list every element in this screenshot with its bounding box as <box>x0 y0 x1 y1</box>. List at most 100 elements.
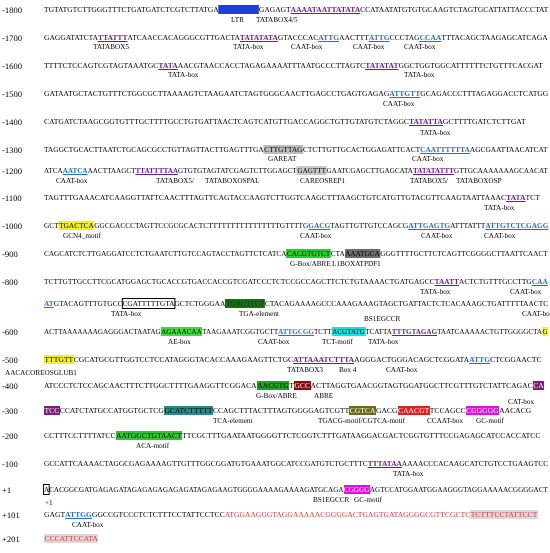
sequence-segment: GAGT <box>44 510 66 519</box>
motif-label: TATA-box <box>420 129 451 137</box>
motif-label: TATA-box <box>404 71 435 79</box>
motif-label: GCN4_motif <box>63 232 101 240</box>
position-label: -1600 <box>2 61 23 71</box>
motif-label: CAAT-box <box>484 232 516 240</box>
motif-label: TATABOX5/ <box>156 177 194 185</box>
sequence-line: ATGTACAGTTTGTGCCCGATTTTTGTAGCTCTGGGAATGA… <box>44 298 548 309</box>
sequence-segment: CTACAGAAAAGCCCAAAGAAAGTAGCTGATTACTCTCACA… <box>264 299 549 308</box>
position-label: -1400 <box>2 117 23 127</box>
sequence-segment: GGCTGGTGGCATTTTTTCTGTTTCACGAT <box>398 61 543 70</box>
motif-label: GC-motif <box>476 417 504 425</box>
sequence-line: TAGTTTGAAACATCAAGGTTATTCAACTTTAGTTCAGTAC… <box>44 193 548 202</box>
sequence-line: TTTTCTCCAGTCGTAGTAAATGCTATAAACGTAACCACCT… <box>44 61 548 70</box>
sequence-line: ATCAAATCAAACTTAAGCTTTATTTTAAGTGTGTAGTATC… <box>44 166 548 175</box>
sequence-segment: AAAACCCACAAGCATCTGTCCTGAAGTCC <box>401 459 549 468</box>
motif-caat: ATTG <box>318 33 340 42</box>
sequence-segment: CTA <box>330 249 345 258</box>
sequence-segment: TCTTGTTGCCTTCGCATGGAGCTGCACCGTGACCACCGTC… <box>44 277 435 286</box>
sequence-segment: TTTACAGCTAAGAGCATCAGA <box>441 33 548 42</box>
sequence-segment: CAGCATCTCTTGAGGATCCTCTGAATCTTGTCCAGTACCT… <box>44 249 287 258</box>
motif-caat: AT <box>44 299 54 308</box>
motif-label: CAT-box <box>508 398 535 406</box>
sequence-line: ATCCCTCTCCAGCAACTTTCTTGGCTTTTGAAGGTTCGGA… <box>44 381 548 390</box>
sequence-line: GATAATGCTACTGTTTCTGGCGCTTAAAAGTCTAAGAATC… <box>44 89 548 98</box>
sequence-segment: AACGTAACCACCTAGAGAAAATTTAATGCCCTTAGTC <box>177 61 366 70</box>
sequence-line: CCTTTCCTTTTATCCAATGGCTGTAACTTTCGCTTTGAAT… <box>44 431 548 440</box>
motif-highlight: TTGATCAC <box>218 5 259 14</box>
motif-tata: TATATATA <box>239 33 278 42</box>
sequence-segment: GCTCTGGGAA <box>174 299 226 308</box>
motif-highlight: TCTTTCCTATTCCT <box>470 510 538 519</box>
motif-label: TGA-element <box>239 310 279 318</box>
motif-highlight: AGAAACAA <box>160 327 203 336</box>
motif-highlight: TTTGTT <box>44 355 74 364</box>
motif-tata: TTTATAA <box>367 459 402 468</box>
motif-tata: TATA <box>506 193 526 202</box>
motif-label: ABRE <box>314 392 334 400</box>
motif-label: G-Box/ABRE <box>256 392 297 400</box>
motif-caat: ATTGAGTG <box>408 221 451 230</box>
motif-label: CAAT-box <box>383 100 415 108</box>
motif-label: CAAT-box <box>56 177 88 185</box>
motif-tata: TTATTTTAA <box>135 166 179 175</box>
position-label: +1 <box>2 485 12 495</box>
motif-caat: ATTG <box>469 355 491 364</box>
sequence-segment: TCATTA <box>365 327 392 336</box>
sequence-segment: GGGTTTTGCTTCTCAGTTCGGGGCTTAATTCAACT <box>380 249 548 258</box>
motif-tata: TAATT <box>434 277 459 286</box>
motif-label: GAREAT <box>268 155 297 163</box>
motif-highlight: TCC <box>44 406 60 415</box>
sequence-segment: GGCGACCCTAGTTCCGCGCACTCTTTTTTTTTTTTTTTTG… <box>94 221 309 230</box>
sequence-segment: TAGTTTGAAACATCAAGGTTATTCAACTTTAGTTCAGTAC… <box>44 193 507 202</box>
motif-highlight: CCCATTCCATA <box>44 534 99 543</box>
sequence-segment: AACTTAAGCT <box>87 166 136 175</box>
motif-highlight: AAATGCA <box>344 249 381 258</box>
sequence-segment: ACTTAGGTGAACGGTAGTGGATGGCTTCGTTTGTCTATTC… <box>310 381 533 390</box>
motif-label: TATABOXOSP <box>456 177 502 185</box>
motif-label: CAAT-box <box>522 310 550 318</box>
sequence-line: CCCATTCCATA <box>44 534 548 543</box>
sequence-line: GAGTATTGGGGCCGTCCCTCTCTTTCCTATTCCTCCATGG… <box>44 510 548 519</box>
motif-label: TCA-element <box>213 417 253 425</box>
motif-highlight: CA <box>532 381 545 390</box>
motif-highlight: AATGGCTGTAACT <box>115 431 183 440</box>
sequence-segment: TAGTTGTTGTCCAGCG <box>330 221 409 230</box>
position-label: -1800 <box>2 5 23 15</box>
motif-tata: AAAATAATTATATA <box>290 5 361 14</box>
sequence-segment: GGCCGTCCCTCTCTTTCCTATTCCTCC <box>91 510 225 519</box>
motif-label: CAAT-box <box>510 288 542 296</box>
motif-highlight: AACGTG <box>256 381 290 390</box>
sequence-segment: ATCCCTCTCCAGCAACTTTCTTGGCTTTTGAAGGTTCGGA… <box>44 381 257 390</box>
sequence-segment: CCATCTATGCCATGGTGCTCG <box>59 406 164 415</box>
position-label: -1200 <box>2 166 23 176</box>
sequence-line: GAGGATATCTATTATTTATCAACCACAGGGCGTTGACTAT… <box>44 33 548 42</box>
motif-highlight: CGGGGG <box>465 406 500 415</box>
sequence-segment: CCTTTCCTTTTATCC <box>44 431 116 440</box>
sequence-segment: GCTTTTGATCTCTTGAT <box>442 117 526 126</box>
motif-highlight: CTTGTTAG <box>263 145 303 154</box>
motif-label: AE-box <box>168 338 191 346</box>
motif-label: CAAT-box <box>353 43 385 51</box>
sequence-line: TGTATGTCTTGGGTTTCTGATGATCTCGTCTTATGATTGA… <box>44 5 548 14</box>
sequence-segment: GAGGATATCTA <box>44 33 99 42</box>
sequence-segment: GTTGCAAAAAAAGCAACAT <box>453 166 548 175</box>
motif-highlight: ACGTATG <box>331 327 366 336</box>
motif-highlight: CACGTGTCT <box>286 249 331 258</box>
motif-tata: TATATATTT <box>412 166 454 175</box>
motif-highlight: GCATCTTTTT <box>163 406 213 415</box>
motif-caat: CAATTTTTTA <box>420 145 470 154</box>
motif-label: TATABOX5/ <box>410 177 448 185</box>
motif-tata: ATTAAATCTTTA <box>293 355 355 364</box>
sequence-line: GCCATTCAAAACTAGGCGAGAAAAGTTGTTTGGCGGATGT… <box>44 459 548 468</box>
sequence-segment: CCCTAG <box>389 33 420 42</box>
motif-label: GC-motif <box>354 496 382 504</box>
sequence-segment: GAATCGAGCTTGAGCATA <box>326 166 413 175</box>
motif-label: LTR <box>231 16 244 24</box>
sequence-line: ACACGGCGATGAGAGATAGAGAGAGAGAGATAGAGAAGTG… <box>42 484 548 495</box>
motif-label: TATA-box <box>368 338 399 346</box>
sequence-segment: CTCGGAACTC <box>490 355 542 364</box>
sequence-segment: TAAGAAATCGGTGCTT <box>202 327 279 336</box>
motif-label: TATA-box <box>168 71 199 79</box>
position-label: -800 <box>2 277 18 287</box>
